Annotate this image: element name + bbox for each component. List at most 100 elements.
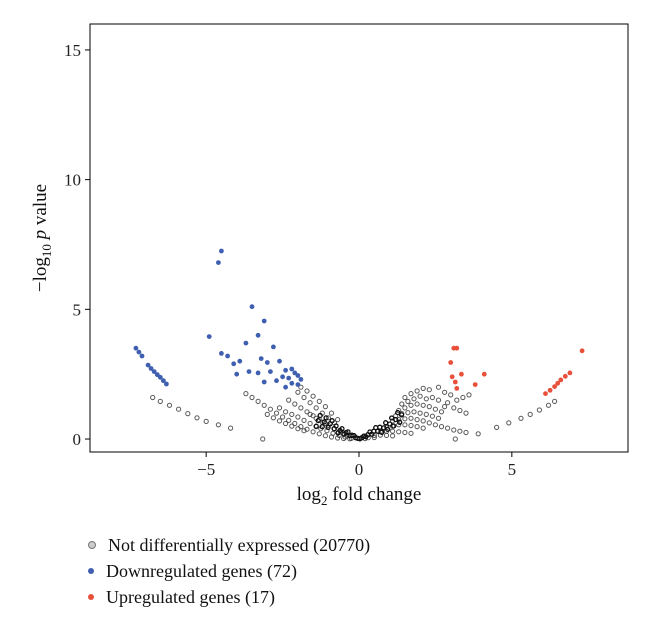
y-tick-label: 5: [73, 300, 82, 319]
data-point-series-1: [261, 379, 267, 385]
data-point-series-1: [148, 366, 154, 371]
data-point-series-0: [518, 415, 524, 421]
data-point-series-0: [166, 402, 173, 408]
data-point-series-2: [472, 382, 478, 387]
data-point-series-0: [463, 429, 469, 436]
data-point-series-1: [145, 362, 151, 368]
data-point-series-0: [176, 406, 182, 412]
data-point-series-0: [194, 415, 200, 421]
data-point-series-0: [381, 425, 387, 431]
data-point-series-0: [396, 429, 402, 435]
data-point-series-0: [273, 410, 280, 416]
data-point-series-0: [423, 396, 429, 402]
data-point-series-0: [228, 425, 234, 431]
data-point-series-0: [390, 433, 396, 439]
data-point-series-2: [454, 386, 460, 391]
data-point-series-0: [414, 424, 420, 430]
data-point-series-0: [460, 394, 466, 401]
x-axis-title: log2 fold change: [297, 484, 422, 508]
data-point-series-1: [133, 345, 139, 351]
data-point-series-1: [151, 369, 157, 374]
data-point-series-1: [286, 375, 292, 381]
data-point-series-0: [339, 426, 345, 432]
data-point-series-0: [448, 392, 454, 398]
data-point-series-0: [313, 423, 319, 429]
data-point-series-0: [432, 406, 438, 412]
data-point-series-0: [457, 428, 463, 434]
data-point-series-0: [383, 432, 390, 438]
data-point-series-0: [280, 414, 286, 420]
data-point-series-0: [411, 409, 417, 415]
data-point-series-1: [277, 358, 282, 364]
data-point-series-0: [457, 407, 463, 414]
data-point-series-0: [264, 411, 270, 417]
data-point-series-0: [417, 410, 423, 416]
data-point-series-0: [317, 413, 323, 418]
data-point-series-2: [454, 345, 460, 351]
data-point-series-0: [420, 418, 426, 424]
y-axis: 0 5 10 15: [64, 41, 90, 449]
data-point-series-0: [267, 406, 273, 412]
data-point-series-0: [417, 393, 423, 399]
data-point-series-0: [452, 436, 458, 442]
data-point-series-0: [322, 433, 328, 439]
data-point-series-0: [408, 391, 414, 397]
data-point-series-2: [552, 384, 557, 389]
data-point-series-1: [264, 360, 270, 365]
data-point-series-0: [445, 400, 451, 406]
data-point-series-0: [399, 401, 405, 407]
data-point-series-0: [325, 415, 331, 421]
data-point-series-0: [260, 436, 266, 442]
data-point-series-1: [249, 304, 255, 310]
data-point-series-0: [185, 411, 191, 417]
x-axis-title-base: log: [297, 484, 322, 505]
data-point-series-0: [329, 418, 335, 424]
data-point-series-0: [438, 409, 445, 415]
data-point-series-0: [349, 432, 355, 438]
data-point-series-0: [301, 417, 307, 423]
data-point-series-0: [506, 420, 512, 426]
data-point-series-0: [383, 420, 389, 426]
data-point-series-0: [414, 401, 420, 407]
data-point-series-0: [408, 430, 414, 436]
data-point-series-1: [206, 334, 212, 339]
data-point-series-1: [283, 367, 288, 373]
data-point-series-0: [379, 429, 385, 435]
data-point-series-0: [396, 417, 402, 423]
data-point-series-0: [289, 423, 295, 429]
data-point-series-0: [435, 397, 442, 403]
data-point-series-0: [402, 405, 408, 411]
data-point-series-1: [136, 349, 142, 355]
data-point-series-1: [295, 373, 301, 378]
data-point-series-0: [527, 411, 533, 417]
data-point-series-0: [420, 385, 426, 391]
data-point-series-0: [215, 422, 221, 428]
data-point-series-0: [442, 389, 448, 395]
data-point-series-0: [335, 417, 341, 423]
data-point-series-2: [448, 360, 454, 365]
data-point-series-0: [316, 398, 322, 404]
data-point-series-0: [420, 402, 426, 408]
data-point-series-0: [276, 418, 283, 424]
data-point-series-0: [315, 418, 321, 424]
data-point-series-1: [219, 248, 224, 254]
legend-marker-not-de: [88, 541, 96, 549]
data-point-series-0: [150, 394, 156, 401]
legend: Not differentially expressed (20770) Dow…: [88, 532, 370, 610]
data-point-series-0: [402, 422, 408, 428]
data-point-series-1: [280, 374, 285, 380]
data-point-series-1: [139, 353, 145, 359]
data-point-series-0: [286, 417, 292, 423]
legend-item-not-de: Not differentially expressed (20770): [88, 532, 370, 558]
data-point-series-2: [567, 370, 573, 376]
data-point-series-0: [298, 384, 304, 390]
data-point-series-1: [231, 361, 237, 367]
data-point-series-0: [435, 384, 442, 390]
data-point-series-0: [304, 409, 310, 415]
data-point-series-0: [335, 435, 341, 441]
data-point-series-0: [395, 410, 401, 416]
data-point-series-0: [408, 402, 414, 408]
data-point-series-0: [432, 422, 438, 428]
x-axis-title-sub: 2: [321, 493, 328, 508]
